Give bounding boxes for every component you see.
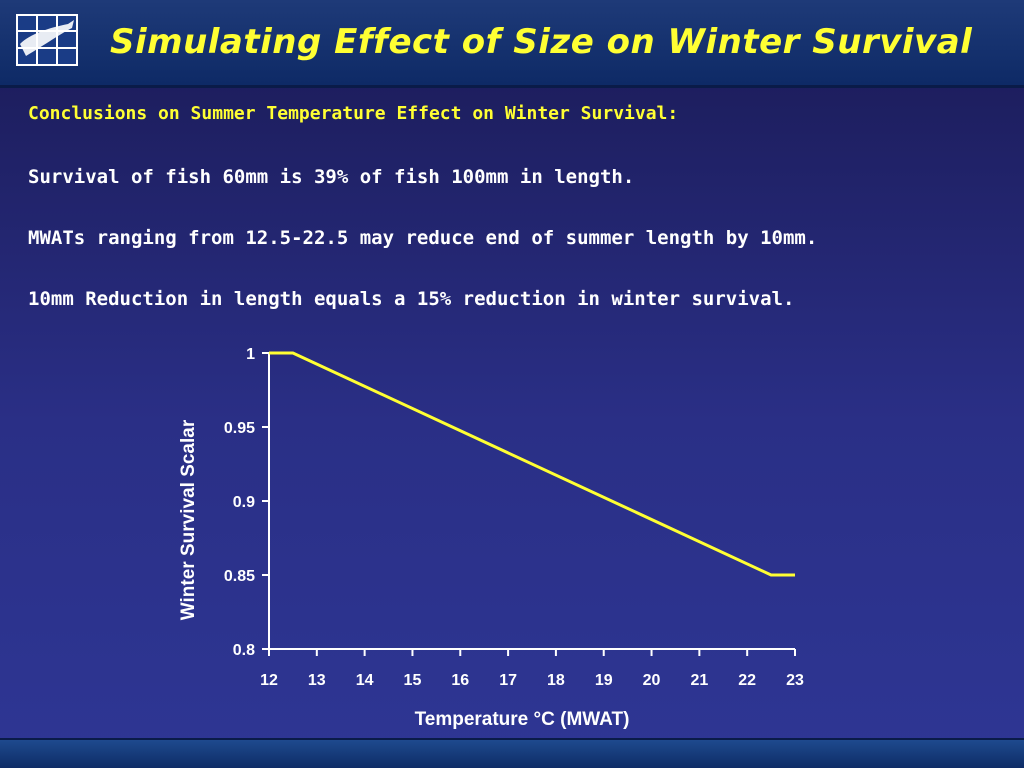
conclusions-subheading: Conclusions on Summer Temperature Effect… <box>28 103 679 124</box>
slide-title: Simulating Effect of Size on Winter Surv… <box>110 22 973 62</box>
bullet-reduction-survival: 10mm Reduction in length equals a 15% re… <box>28 288 795 310</box>
x-tick-label: 19 <box>595 672 613 689</box>
x-tick-label: 15 <box>404 672 422 689</box>
x-tick-label: 22 <box>738 672 756 689</box>
y-tick-label: 1 <box>246 346 255 363</box>
y-axis-label: Winter Survival Scalar <box>178 419 199 620</box>
fish-grid-logo-icon <box>16 14 78 66</box>
x-tick-label: 12 <box>260 672 278 689</box>
y-tick-label: 0.9 <box>233 494 255 511</box>
x-tick-label: 16 <box>451 672 469 689</box>
x-tick-label: 23 <box>786 672 804 689</box>
x-tick-label: 17 <box>499 672 517 689</box>
y-tick-label: 0.8 <box>233 642 255 659</box>
x-tick-label: 18 <box>547 672 565 689</box>
x-tick-label: 21 <box>690 672 708 689</box>
winter-survival-chart: 0.8 0.85 0.9 0.95 1 12 13 14 15 16 17 18 19 20 21 22 23… <box>178 346 804 730</box>
x-axis-ticks: 12 13 14 15 16 17 18 19 20 21 22 23 <box>260 649 804 689</box>
y-tick-label: 0.85 <box>224 568 255 585</box>
y-tick-label: 0.95 <box>224 420 255 437</box>
bullet-mwat-length: MWATs ranging from 12.5-22.5 may reduce … <box>28 227 818 249</box>
x-tick-label: 13 <box>308 672 326 689</box>
survival-series-line <box>269 351 795 577</box>
x-tick-label: 14 <box>356 672 374 689</box>
x-axis-label: Temperature °C (MWAT) <box>415 709 630 730</box>
chart-series <box>269 351 795 577</box>
bullet-survival-length: Survival of fish 60mm is 39% of fish 100… <box>28 166 635 188</box>
chart-axes <box>268 353 795 650</box>
title-bar: Simulating Effect of Size on Winter Surv… <box>0 0 1024 88</box>
x-tick-label: 20 <box>643 672 661 689</box>
footer-bar <box>0 738 1024 768</box>
y-axis-ticks: 0.8 0.85 0.9 0.95 1 <box>224 346 269 659</box>
